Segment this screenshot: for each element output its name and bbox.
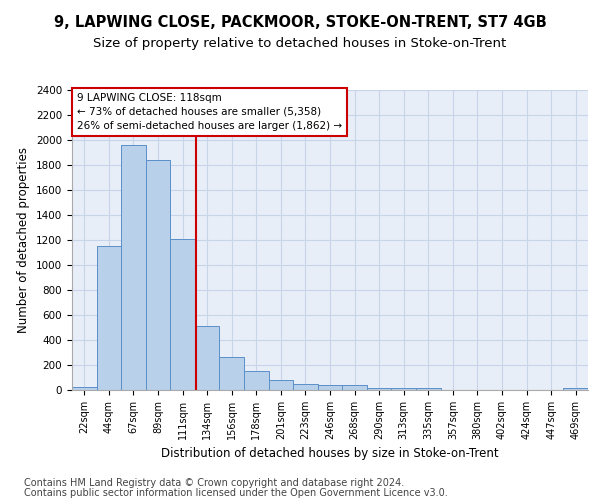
Bar xyxy=(220,357,244,390)
Bar xyxy=(293,384,318,390)
Bar xyxy=(391,388,416,390)
Bar xyxy=(97,246,121,390)
Text: Contains public sector information licensed under the Open Government Licence v3: Contains public sector information licen… xyxy=(24,488,448,498)
Bar xyxy=(367,388,391,390)
Bar xyxy=(416,388,440,390)
Bar xyxy=(563,388,588,390)
Bar xyxy=(195,326,220,390)
Text: 9 LAPWING CLOSE: 118sqm
← 73% of detached houses are smaller (5,358)
26% of semi: 9 LAPWING CLOSE: 118sqm ← 73% of detache… xyxy=(77,93,342,131)
Bar xyxy=(244,370,269,390)
Text: Size of property relative to detached houses in Stoke-on-Trent: Size of property relative to detached ho… xyxy=(94,38,506,51)
Bar xyxy=(72,386,97,390)
Y-axis label: Number of detached properties: Number of detached properties xyxy=(17,147,31,333)
Bar xyxy=(318,385,342,390)
Bar xyxy=(342,385,367,390)
Bar xyxy=(146,160,170,390)
Text: Contains HM Land Registry data © Crown copyright and database right 2024.: Contains HM Land Registry data © Crown c… xyxy=(24,478,404,488)
Bar xyxy=(121,145,146,390)
Bar xyxy=(170,239,195,390)
Bar xyxy=(269,380,293,390)
Text: 9, LAPWING CLOSE, PACKMOOR, STOKE-ON-TRENT, ST7 4GB: 9, LAPWING CLOSE, PACKMOOR, STOKE-ON-TRE… xyxy=(53,15,547,30)
X-axis label: Distribution of detached houses by size in Stoke-on-Trent: Distribution of detached houses by size … xyxy=(161,448,499,460)
